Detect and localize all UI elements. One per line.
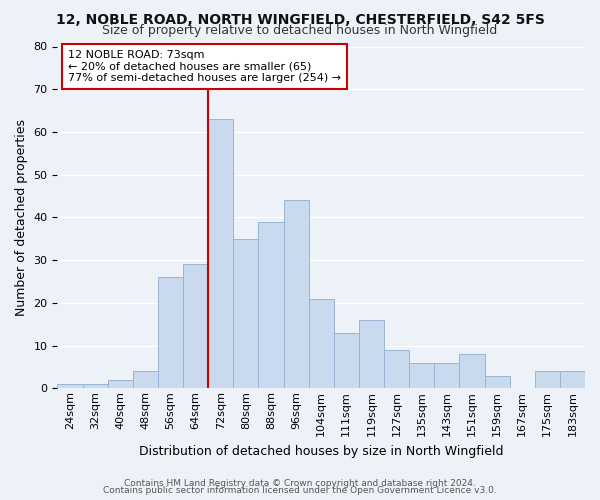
Bar [359,320,384,388]
Text: Contains public sector information licensed under the Open Government Licence v3: Contains public sector information licen… [103,486,497,495]
Bar [133,372,158,388]
Bar [284,200,308,388]
Y-axis label: Number of detached properties: Number of detached properties [15,119,28,316]
Bar [259,222,284,388]
Bar [560,372,585,388]
Text: Contains HM Land Registry data © Crown copyright and database right 2024.: Contains HM Land Registry data © Crown c… [124,478,476,488]
Bar [233,239,259,388]
Bar [83,384,107,388]
Bar [409,362,434,388]
Bar [158,278,183,388]
Bar [460,354,485,388]
Bar [384,350,409,389]
Bar [434,362,460,388]
Bar [183,264,208,388]
Bar [308,298,334,388]
Bar [208,119,233,388]
Text: 12, NOBLE ROAD, NORTH WINGFIELD, CHESTERFIELD, S42 5FS: 12, NOBLE ROAD, NORTH WINGFIELD, CHESTER… [56,12,544,26]
X-axis label: Distribution of detached houses by size in North Wingfield: Distribution of detached houses by size … [139,444,503,458]
Bar [107,380,133,388]
Text: 12 NOBLE ROAD: 73sqm
← 20% of detached houses are smaller (65)
77% of semi-detac: 12 NOBLE ROAD: 73sqm ← 20% of detached h… [68,50,341,83]
Bar [334,333,359,388]
Bar [58,384,83,388]
Bar [485,376,509,388]
Bar [535,372,560,388]
Text: Size of property relative to detached houses in North Wingfield: Size of property relative to detached ho… [103,24,497,37]
